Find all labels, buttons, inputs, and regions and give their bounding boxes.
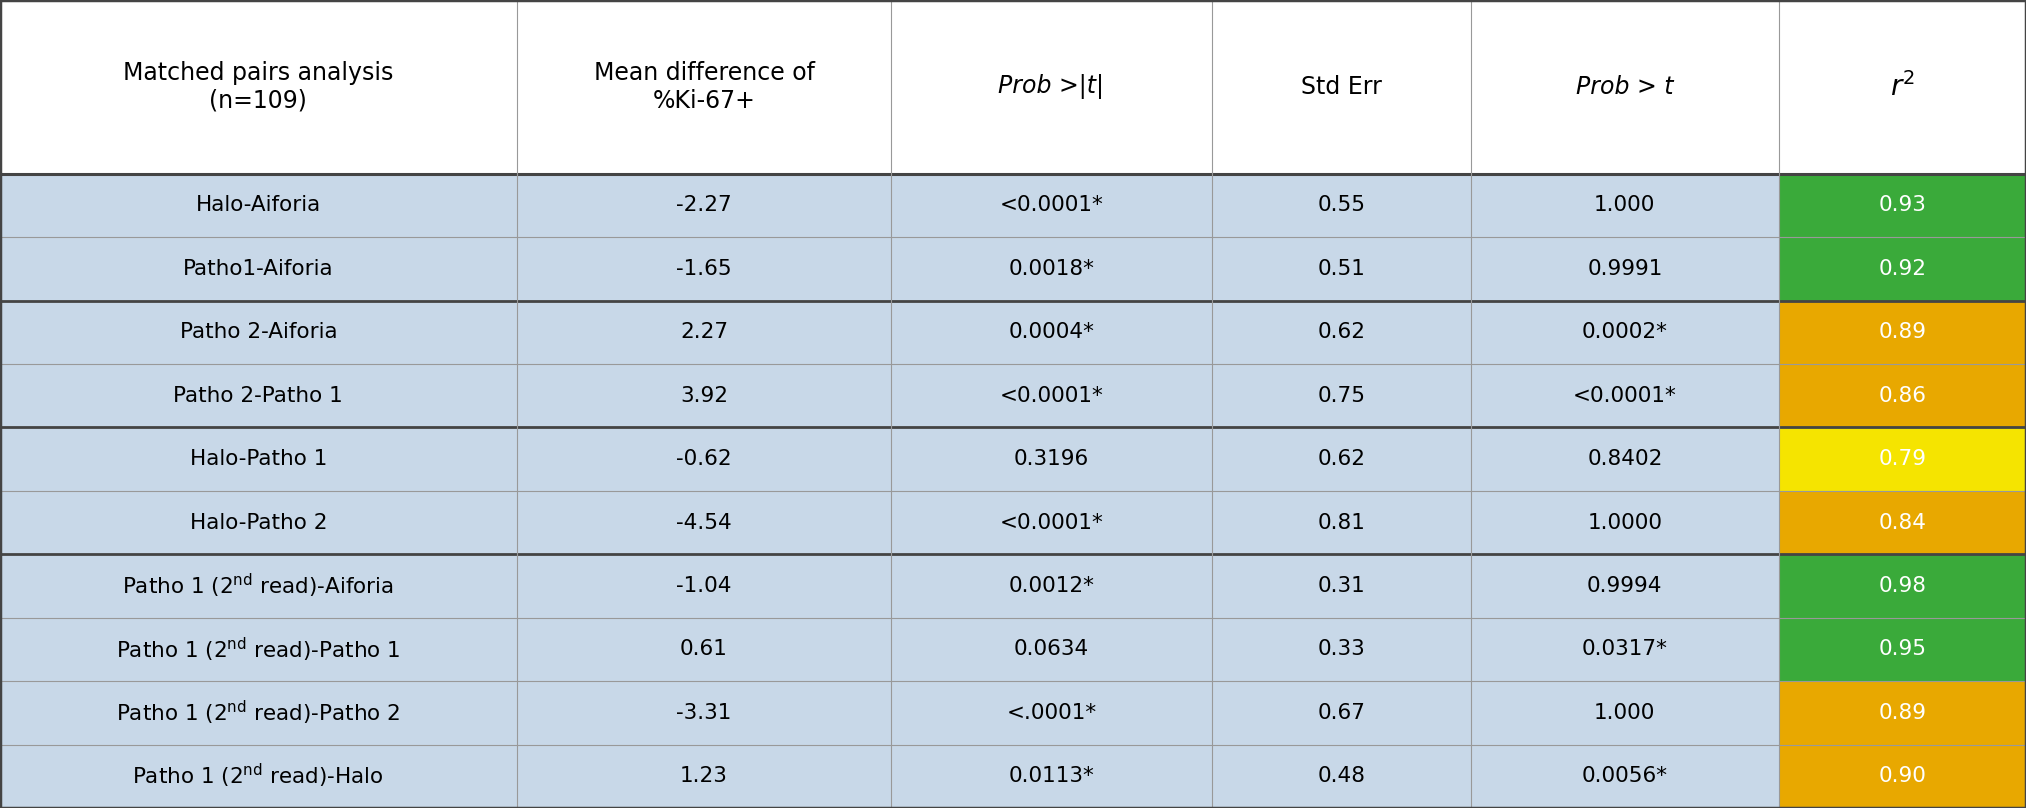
Text: Matched pairs analysis
(n=109): Matched pairs analysis (n=109)	[124, 61, 393, 113]
Text: -0.62: -0.62	[677, 449, 731, 469]
Text: -1.04: -1.04	[677, 576, 731, 596]
Text: 1.0000: 1.0000	[1586, 512, 1663, 532]
Text: 0.61: 0.61	[681, 639, 727, 659]
Bar	[0, 238, 2026, 301]
Bar	[1779, 364, 2026, 427]
Text: 1.000: 1.000	[1594, 703, 1655, 723]
Text: $r^2$: $r^2$	[1890, 72, 1915, 102]
Text: 3.92: 3.92	[681, 385, 727, 406]
Bar	[0, 174, 2026, 238]
Text: 0.90: 0.90	[1878, 766, 1927, 786]
Text: 0.0004*: 0.0004*	[1009, 322, 1094, 343]
Text: 0.75: 0.75	[1317, 385, 1366, 406]
Bar	[0, 301, 2026, 364]
Text: 0.84: 0.84	[1878, 512, 1927, 532]
Text: 0.89: 0.89	[1878, 322, 1927, 343]
Text: Halo-Patho 1: Halo-Patho 1	[190, 449, 326, 469]
Text: 0.95: 0.95	[1878, 639, 1927, 659]
Text: Std Err: Std Err	[1301, 75, 1382, 99]
Text: Patho 2-Aiforia: Patho 2-Aiforia	[180, 322, 336, 343]
Text: 0.81: 0.81	[1317, 512, 1366, 532]
Bar	[0, 0, 2026, 174]
Text: -2.27: -2.27	[677, 196, 731, 216]
Text: -3.31: -3.31	[677, 703, 731, 723]
Text: 0.0113*: 0.0113*	[1009, 766, 1094, 786]
Text: 0.9991: 0.9991	[1586, 259, 1663, 279]
Text: 0.3196: 0.3196	[1013, 449, 1090, 469]
Text: Patho 1 (2$^{\mathregular{nd}}$ read)-Aiforia: Patho 1 (2$^{\mathregular{nd}}$ read)-Ai…	[122, 572, 395, 600]
Text: Patho 1 (2$^{\mathregular{nd}}$ read)-Patho 1: Patho 1 (2$^{\mathregular{nd}}$ read)-Pa…	[115, 635, 401, 663]
Text: <0.0001*: <0.0001*	[1572, 385, 1678, 406]
Bar	[0, 427, 2026, 490]
Text: 0.92: 0.92	[1878, 259, 1927, 279]
Bar	[0, 554, 2026, 617]
Text: 0.79: 0.79	[1878, 449, 1927, 469]
Text: 0.0317*: 0.0317*	[1582, 639, 1667, 659]
Text: 0.67: 0.67	[1317, 703, 1366, 723]
Text: <0.0001*: <0.0001*	[999, 196, 1104, 216]
Bar	[0, 490, 2026, 554]
Bar	[0, 617, 2026, 681]
Text: Patho 2-Patho 1: Patho 2-Patho 1	[174, 385, 342, 406]
Text: 0.62: 0.62	[1317, 322, 1366, 343]
Text: 0.31: 0.31	[1317, 576, 1366, 596]
Text: 0.51: 0.51	[1317, 259, 1366, 279]
Text: Mean difference of
%Ki-67+: Mean difference of %Ki-67+	[594, 61, 814, 113]
Text: 1.000: 1.000	[1594, 196, 1655, 216]
Text: 0.8402: 0.8402	[1586, 449, 1663, 469]
Text: Halo-Patho 2: Halo-Patho 2	[190, 512, 326, 532]
Text: Prob > t: Prob > t	[1576, 75, 1673, 99]
Bar	[0, 745, 2026, 808]
Text: 0.55: 0.55	[1317, 196, 1366, 216]
Bar	[1779, 174, 2026, 238]
Bar	[1779, 238, 2026, 301]
Text: 0.62: 0.62	[1317, 449, 1366, 469]
Text: 2.27: 2.27	[681, 322, 727, 343]
Bar	[1779, 617, 2026, 681]
Bar	[1779, 681, 2026, 745]
Text: Halo-Aiforia: Halo-Aiforia	[197, 196, 320, 216]
Text: -4.54: -4.54	[677, 512, 731, 532]
Bar	[1779, 745, 2026, 808]
Text: 0.0056*: 0.0056*	[1582, 766, 1667, 786]
Text: <.0001*: <.0001*	[1007, 703, 1096, 723]
Bar	[1779, 301, 2026, 364]
Text: Patho1-Aiforia: Patho1-Aiforia	[182, 259, 334, 279]
Text: 0.86: 0.86	[1878, 385, 1927, 406]
Text: 0.9994: 0.9994	[1586, 576, 1663, 596]
Text: 0.48: 0.48	[1317, 766, 1366, 786]
Text: <0.0001*: <0.0001*	[999, 385, 1104, 406]
Text: <0.0001*: <0.0001*	[999, 512, 1104, 532]
Text: 0.33: 0.33	[1317, 639, 1366, 659]
Bar	[0, 364, 2026, 427]
Text: Patho 1 (2$^{\mathregular{nd}}$ read)-Halo: Patho 1 (2$^{\mathregular{nd}}$ read)-Ha…	[132, 762, 385, 790]
Text: -1.65: -1.65	[677, 259, 731, 279]
Bar	[1779, 490, 2026, 554]
Text: 0.0012*: 0.0012*	[1009, 576, 1094, 596]
Text: 1.23: 1.23	[681, 766, 727, 786]
Text: Patho 1 (2$^{\mathregular{nd}}$ read)-Patho 2: Patho 1 (2$^{\mathregular{nd}}$ read)-Pa…	[115, 699, 401, 727]
Bar	[1779, 554, 2026, 617]
Text: 0.0634: 0.0634	[1013, 639, 1090, 659]
Text: 0.0018*: 0.0018*	[1009, 259, 1094, 279]
Bar	[1779, 427, 2026, 490]
Bar	[0, 681, 2026, 745]
Text: 0.98: 0.98	[1878, 576, 1927, 596]
Text: 0.93: 0.93	[1878, 196, 1927, 216]
Text: Prob >|t|: Prob >|t|	[999, 74, 1104, 99]
Text: 0.0002*: 0.0002*	[1582, 322, 1667, 343]
Text: 0.89: 0.89	[1878, 703, 1927, 723]
